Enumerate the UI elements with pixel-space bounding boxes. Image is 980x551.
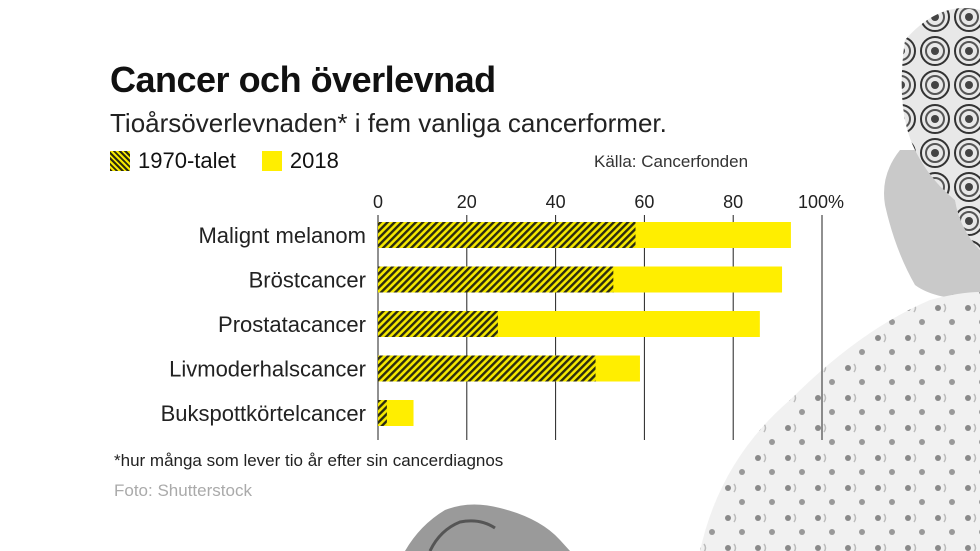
legend-label-1970: 1970-talet (138, 148, 236, 173)
legend-label-2018: 2018 (289, 148, 339, 173)
x-tick-label-40: 40 (546, 192, 566, 212)
chart-title: Cancer och överlevnad (110, 59, 496, 100)
bar-1970-2 (378, 311, 498, 337)
legend: 1970-talet 2018 (110, 148, 339, 174)
hands-shape (405, 504, 570, 551)
x-tick-label-100: 100% (798, 192, 844, 212)
x-tick-label-60: 60 (634, 192, 654, 212)
legend-swatch-solid (261, 151, 282, 171)
x-tick-label-80: 80 (723, 192, 743, 212)
bar-1970-1 (378, 266, 614, 293)
chart-subtitle: Tioårsöverlevnaden* i fem vanliga cancer… (110, 108, 667, 138)
legend-item-2018: 2018 (261, 148, 339, 174)
bar-1970-3 (378, 355, 596, 382)
face-shape (884, 150, 980, 300)
category-label-4: Bukspottkörtelcancer (161, 401, 366, 426)
legend-item-1970: 1970-talet (110, 148, 236, 174)
x-tick-label-0: 0 (373, 192, 383, 212)
source-label: Källa: Cancerfonden (594, 152, 749, 171)
category-label-3: Livmoderhalscancer (169, 357, 366, 382)
legend-swatch-hatched (110, 151, 130, 171)
category-label-0: Malignt melanom (198, 223, 366, 248)
bar-1970-4 (378, 400, 387, 426)
category-label-2: Prostatacancer (218, 312, 366, 337)
bar-1970-0 (378, 222, 636, 248)
photo-credit: Foto: Shutterstock (114, 481, 252, 500)
category-label-1: Bröstcancer (249, 268, 366, 293)
x-tick-label-20: 20 (457, 192, 477, 212)
headscarf-shape (901, 8, 980, 250)
gown-shape (700, 292, 980, 551)
footnote: *hur många som lever tio år efter sin ca… (114, 451, 504, 470)
